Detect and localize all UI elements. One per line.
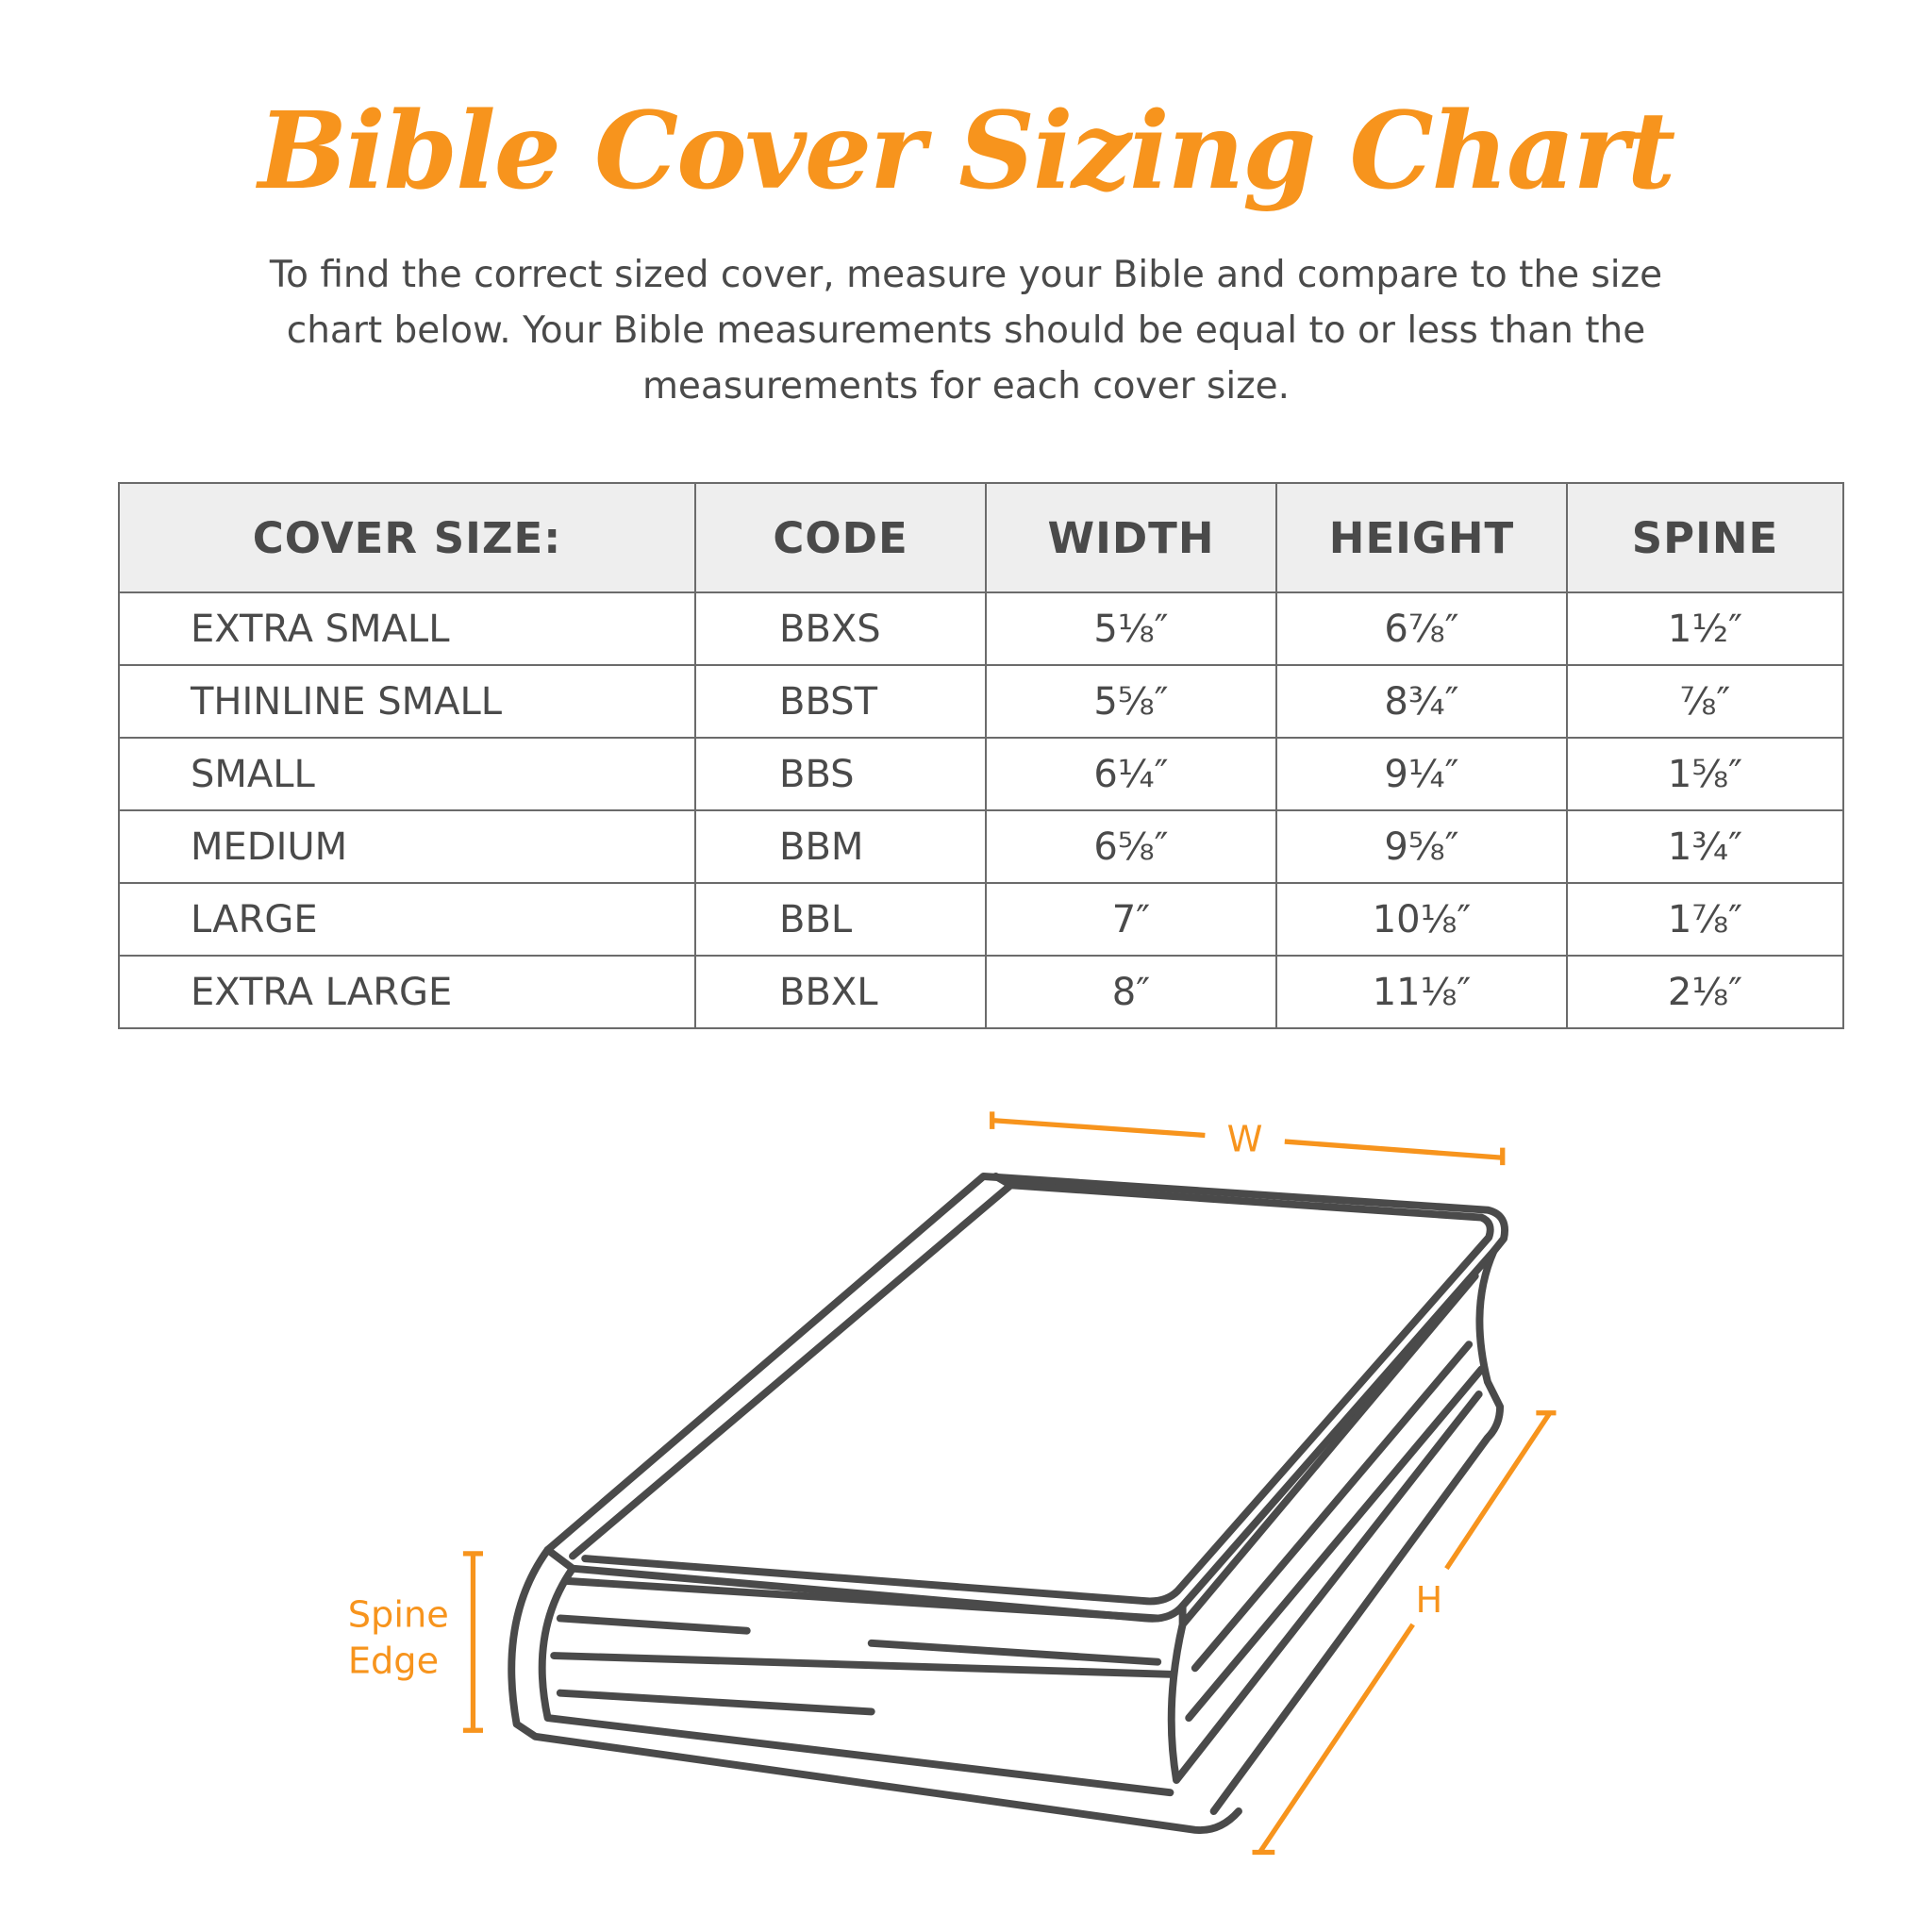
spine-label-line1: Spine: [348, 1594, 449, 1637]
header-code: CODE: [694, 482, 987, 593]
cell-width: 5⅝″: [985, 664, 1277, 739]
dimension-lines: [462, 1111, 1557, 1856]
cell-width: 6¼″: [985, 737, 1277, 811]
book-illustration: [508, 1173, 1508, 1835]
cell-code: BBST: [694, 664, 987, 739]
cell-width: 7″: [985, 882, 1277, 957]
spine-label-line2: Edge: [348, 1641, 439, 1683]
cell-spine: 2⅛″: [1566, 955, 1844, 1029]
cell-height: 11⅛″: [1275, 955, 1568, 1029]
cell-spine: 1⅞″: [1566, 882, 1844, 957]
cell-height: 6⅞″: [1275, 591, 1568, 666]
height-dimension-line: [1252, 1410, 1557, 1856]
cell-spine: 1⅝″: [1566, 737, 1844, 811]
cell-width: 5⅛″: [985, 591, 1277, 666]
size-table: COVER SIZE: CODE WIDTH HEIGHT SPINE EXTR…: [118, 482, 1844, 1029]
cell-spine: 1¾″: [1566, 809, 1844, 884]
width-dimension-line: [990, 1111, 1506, 1166]
table-row: THINLINE SMALL BBST 5⅝″ 8¾″ ⅞″: [118, 664, 1844, 739]
table-row: MEDIUM BBM 6⅝″ 9⅝″ 1¾″: [118, 809, 1844, 884]
cell-width: 8″: [985, 955, 1277, 1029]
cell-height: 10⅛″: [1275, 882, 1568, 957]
header-cover-size: COVER SIZE:: [118, 482, 696, 593]
spine-dimension-line: [462, 1551, 483, 1733]
header-width: WIDTH: [985, 482, 1277, 593]
cell-cover-size: MEDIUM: [118, 809, 696, 884]
cell-cover-size: EXTRA LARGE: [118, 955, 696, 1029]
cell-code: BBXL: [694, 955, 987, 1029]
cell-cover-size: THINLINE SMALL: [118, 664, 696, 739]
cell-cover-size: SMALL: [118, 737, 696, 811]
cell-height: 8¾″: [1275, 664, 1568, 739]
cell-spine: 1½″: [1566, 591, 1844, 666]
table-row: EXTRA SMALL BBXS 5⅛″ 6⅞″ 1½″: [118, 591, 1844, 666]
table-row: EXTRA LARGE BBXL 8″ 11⅛″ 2⅛″: [118, 955, 1844, 1029]
cell-code: BBL: [694, 882, 987, 957]
cell-code: BBM: [694, 809, 987, 884]
cell-height: 9⅝″: [1275, 809, 1568, 884]
cell-cover-size: EXTRA SMALL: [118, 591, 696, 666]
cell-width: 6⅝″: [985, 809, 1277, 884]
table-row: LARGE BBL 7″ 10⅛″ 1⅞″: [118, 882, 1844, 957]
cell-height: 9¼″: [1275, 737, 1568, 811]
cell-spine: ⅞″: [1566, 664, 1844, 739]
width-label: W: [1227, 1119, 1263, 1161]
header-height: HEIGHT: [1275, 482, 1568, 593]
table-row: SMALL BBS 6¼″ 9¼″ 1⅝″: [118, 737, 1844, 811]
intro-text: To find the correct sized cover, measure…: [269, 254, 1663, 408]
cell-code: BBXS: [694, 591, 987, 666]
table-header-row: COVER SIZE: CODE WIDTH HEIGHT SPINE: [118, 482, 1844, 593]
page-title: Bible Cover Sizing Chart: [258, 90, 1676, 213]
height-label: H: [1416, 1579, 1443, 1622]
cell-code: BBS: [694, 737, 987, 811]
header-spine: SPINE: [1566, 482, 1844, 593]
cell-cover-size: LARGE: [118, 882, 696, 957]
